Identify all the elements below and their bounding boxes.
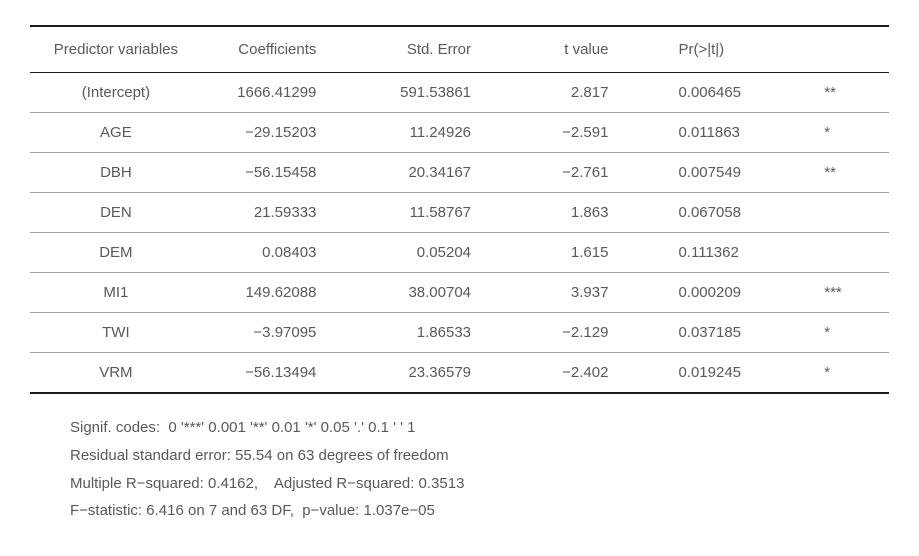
col-header-tvalue: t value [511,26,648,73]
footer-notes: Signif. codes: 0 '***' 0.001 '**' 0.01 '… [30,414,889,525]
cell-tval: 1.615 [511,233,648,273]
col-header-stderror: Std. Error [356,26,511,73]
cell-predictor: DEM [30,233,202,273]
cell-coef: 21.59333 [202,193,357,233]
cell-coef: 0.08403 [202,233,357,273]
cell-predictor: DBH [30,153,202,193]
signif-codes-line: Signif. codes: 0 '***' 0.001 '**' 0.01 '… [70,414,889,442]
cell-tval: 3.937 [511,273,648,313]
cell-stderr: 20.34167 [356,153,511,193]
col-header-coefficients: Coefficients [202,26,357,73]
cell-pval: 0.019245 [648,353,820,394]
cell-pval: 0.000209 [648,273,820,313]
cell-sig [820,233,889,273]
cell-stderr: 11.24926 [356,113,511,153]
table-header-row: Predictor variables Coefficients Std. Er… [30,26,889,73]
cell-sig [820,193,889,233]
cell-tval: −2.761 [511,153,648,193]
col-header-predictor: Predictor variables [30,26,202,73]
cell-pval: 0.111362 [648,233,820,273]
cell-sig: * [820,353,889,394]
cell-pval: 0.011863 [648,113,820,153]
cell-tval: 2.817 [511,73,648,113]
fstatistic-line: F−statistic: 6.416 on 7 and 63 DF, p−val… [70,497,889,525]
col-header-pvalue: Pr(>|t|) [648,26,889,73]
table-row: AGE −29.15203 11.24926 −2.591 0.011863 * [30,113,889,153]
cell-stderr: 591.53861 [356,73,511,113]
cell-stderr: 38.00704 [356,273,511,313]
cell-stderr: 0.05204 [356,233,511,273]
cell-tval: −2.591 [511,113,648,153]
cell-coef: −29.15203 [202,113,357,153]
cell-predictor: MI1 [30,273,202,313]
rsquared-line: Multiple R−squared: 0.4162, Adjusted R−s… [70,470,889,498]
regression-table: Predictor variables Coefficients Std. Er… [30,25,889,394]
table-row: (Intercept) 1666.41299 591.53861 2.817 0… [30,73,889,113]
cell-coef: −3.97095 [202,313,357,353]
cell-predictor: DEN [30,193,202,233]
cell-predictor: VRM [30,353,202,394]
cell-pval: 0.037185 [648,313,820,353]
table-row: DBH −56.15458 20.34167 −2.761 0.007549 *… [30,153,889,193]
cell-pval: 0.007549 [648,153,820,193]
cell-stderr: 23.36579 [356,353,511,394]
residual-stderror-line: Residual standard error: 55.54 on 63 deg… [70,442,889,470]
cell-sig: ** [820,73,889,113]
cell-stderr: 1.86533 [356,313,511,353]
cell-predictor: AGE [30,113,202,153]
cell-stderr: 11.58767 [356,193,511,233]
cell-coef: 149.62088 [202,273,357,313]
cell-predictor: (Intercept) [30,73,202,113]
cell-tval: −2.402 [511,353,648,394]
table-row: DEM 0.08403 0.05204 1.615 0.111362 [30,233,889,273]
table-row: MI1 149.62088 38.00704 3.937 0.000209 **… [30,273,889,313]
cell-pval: 0.067058 [648,193,820,233]
table-row: TWI −3.97095 1.86533 −2.129 0.037185 * [30,313,889,353]
table-body: (Intercept) 1666.41299 591.53861 2.817 0… [30,73,889,394]
cell-sig: ** [820,153,889,193]
cell-pval: 0.006465 [648,73,820,113]
cell-tval: −2.129 [511,313,648,353]
table-row: DEN 21.59333 11.58767 1.863 0.067058 [30,193,889,233]
cell-predictor: TWI [30,313,202,353]
cell-sig: * [820,113,889,153]
cell-coef: −56.13494 [202,353,357,394]
cell-tval: 1.863 [511,193,648,233]
cell-coef: −56.15458 [202,153,357,193]
cell-sig: * [820,313,889,353]
table-row: VRM −56.13494 23.36579 −2.402 0.019245 * [30,353,889,394]
cell-sig: *** [820,273,889,313]
cell-coef: 1666.41299 [202,73,357,113]
